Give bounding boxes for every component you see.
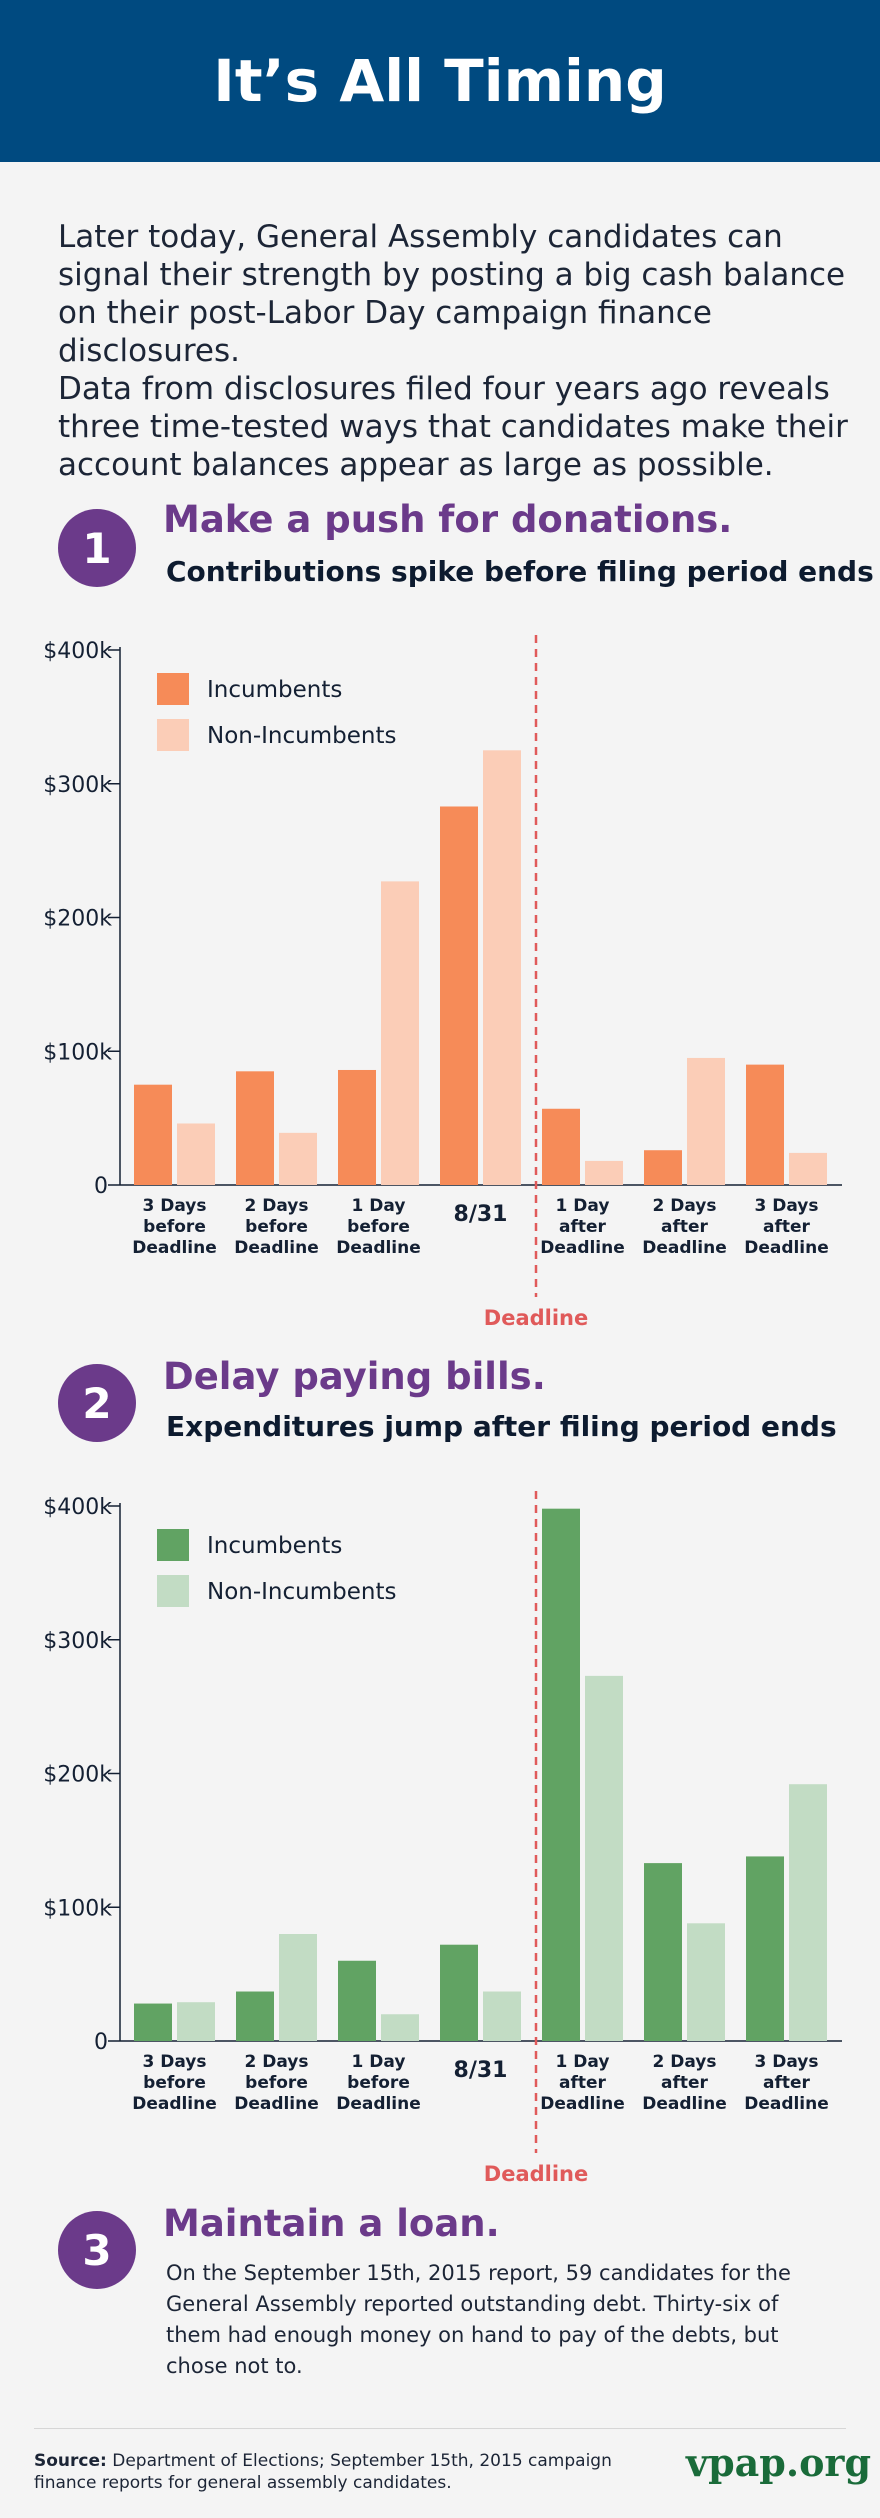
x-tick-label: 2 Days after Deadline bbox=[642, 1196, 727, 1258]
x-tick-label: 2 Days after Deadline bbox=[642, 2052, 727, 2114]
x-tick-label: 1 Day after Deadline bbox=[540, 2052, 625, 2114]
deadline-label: Deadline bbox=[484, 2162, 588, 2186]
x-tick-label: 8/31 bbox=[454, 2058, 508, 2083]
y-tick-label: 0 bbox=[94, 2030, 108, 2055]
section-2-subtitle: Expenditures jump after filing period en… bbox=[166, 1410, 837, 1443]
bar-non-incumbents bbox=[687, 1923, 725, 2041]
y-tick-label: $400k bbox=[43, 1495, 112, 1520]
bar-incumbents bbox=[542, 1108, 580, 1185]
intro-paragraph-1: Later today, General Assembly candidates… bbox=[58, 219, 846, 369]
bar-incumbents bbox=[644, 1863, 682, 2041]
bar-incumbents bbox=[134, 1084, 172, 1185]
legend-label: Non-Incumbents bbox=[207, 723, 396, 749]
bar-incumbents bbox=[338, 1960, 376, 2041]
x-tick-label: 3 Days after Deadline bbox=[744, 2052, 829, 2114]
section-3-title: Maintain a loan. bbox=[163, 2202, 500, 2245]
bar-incumbents bbox=[542, 1508, 580, 2041]
x-tick-label: 2 Days before Deadline bbox=[234, 2052, 319, 2114]
y-tick-label: $400k bbox=[43, 639, 112, 664]
x-tick-label: 3 Days after Deadline bbox=[744, 1196, 829, 1258]
contributions-chart: $400k $300k $200k $100k 0 3 Days before Deadlin… bbox=[43, 635, 842, 1330]
page-title: It’s All Timing bbox=[213, 47, 667, 115]
x-tick-label: 2 Days before Deadline bbox=[234, 1196, 319, 1258]
bar-non-incumbents bbox=[177, 1123, 215, 1185]
section-2-title: Delay paying bills. bbox=[163, 1355, 546, 1398]
section-number-1: 1 bbox=[58, 509, 136, 587]
bar-non-incumbents bbox=[789, 1152, 827, 1185]
intro-text: Later today, General Assembly candidates… bbox=[58, 218, 848, 484]
bar-non-incumbents bbox=[585, 1675, 623, 2041]
source-text: Department of Elections; September 15th,… bbox=[34, 2451, 612, 2493]
legend-swatch-incumbents bbox=[157, 673, 189, 705]
bar-non-incumbents bbox=[483, 750, 521, 1185]
vpap-logo[interactable]: vpap.org bbox=[686, 2440, 872, 2485]
y-tick-label: $200k bbox=[43, 907, 112, 932]
footer-divider bbox=[34, 2428, 846, 2429]
x-tick-label: 3 Days before Deadline bbox=[132, 1196, 217, 1258]
bar-non-incumbents bbox=[279, 1934, 317, 2041]
bar-incumbents bbox=[236, 1991, 274, 2041]
y-tick-label: 0 bbox=[94, 1174, 108, 1199]
expenditures-chart: $400k $300k $200k $100k 0 3 Days before Deadlin… bbox=[43, 1491, 842, 2186]
x-tick-label: 8/31 bbox=[454, 1202, 508, 1227]
intro-paragraph-2: Data from disclosures filed four years a… bbox=[58, 371, 848, 483]
bar-incumbents bbox=[134, 2003, 172, 2041]
x-tick-label: 1 Day after Deadline bbox=[540, 1196, 625, 1258]
y-tick-label: $100k bbox=[43, 1040, 112, 1065]
x-tick-label: 1 Day before Deadline bbox=[336, 2052, 421, 2114]
legend-label: Incumbents bbox=[207, 1533, 342, 1559]
bar-incumbents bbox=[440, 1944, 478, 2041]
bar-incumbents bbox=[746, 1856, 784, 2041]
section-number-3: 3 bbox=[58, 2211, 136, 2289]
bar-incumbents bbox=[644, 1150, 682, 1185]
bar-non-incumbents bbox=[279, 1132, 317, 1185]
x-tick-label: 3 Days before Deadline bbox=[132, 2052, 217, 2114]
legend-swatch-incumbents bbox=[157, 1529, 189, 1561]
section-3-body: On the September 15th, 2015 report, 59 c… bbox=[166, 2261, 791, 2378]
deadline-label: Deadline bbox=[484, 1306, 588, 1330]
bar-incumbents bbox=[440, 806, 478, 1185]
bar-non-incumbents bbox=[585, 1160, 623, 1185]
legend-swatch-non-incumbents bbox=[157, 1575, 189, 1607]
bar-non-incumbents bbox=[483, 1991, 521, 2041]
bar-non-incumbents bbox=[381, 2014, 419, 2041]
y-tick-label: $100k bbox=[43, 1896, 112, 1921]
bar-incumbents bbox=[338, 1069, 376, 1185]
bar-non-incumbents bbox=[381, 881, 419, 1185]
source-label: Source: bbox=[34, 2451, 107, 2471]
x-tick-label: 1 Day before Deadline bbox=[336, 1196, 421, 1258]
bar-incumbents bbox=[236, 1071, 274, 1185]
section-number-2: 2 bbox=[58, 1364, 136, 1442]
y-tick-label: $300k bbox=[43, 773, 112, 798]
bar-incumbents bbox=[746, 1064, 784, 1185]
title-banner: It’s All Timing bbox=[0, 0, 880, 162]
bar-non-incumbents bbox=[789, 1784, 827, 2041]
section-1-title: Make a push for donations. bbox=[163, 498, 733, 541]
legend-label: Non-Incumbents bbox=[207, 1579, 396, 1605]
source-note: Source: Department of Elections; Septemb… bbox=[34, 2450, 634, 2494]
y-tick-label: $300k bbox=[43, 1629, 112, 1654]
legend-label: Incumbents bbox=[207, 677, 342, 703]
y-tick-label: $200k bbox=[43, 1763, 112, 1788]
bar-non-incumbents bbox=[177, 2002, 215, 2041]
bar-non-incumbents bbox=[687, 1057, 725, 1185]
legend-swatch-non-incumbents bbox=[157, 719, 189, 751]
section-1-subtitle: Contributions spike before filing period… bbox=[166, 555, 874, 588]
